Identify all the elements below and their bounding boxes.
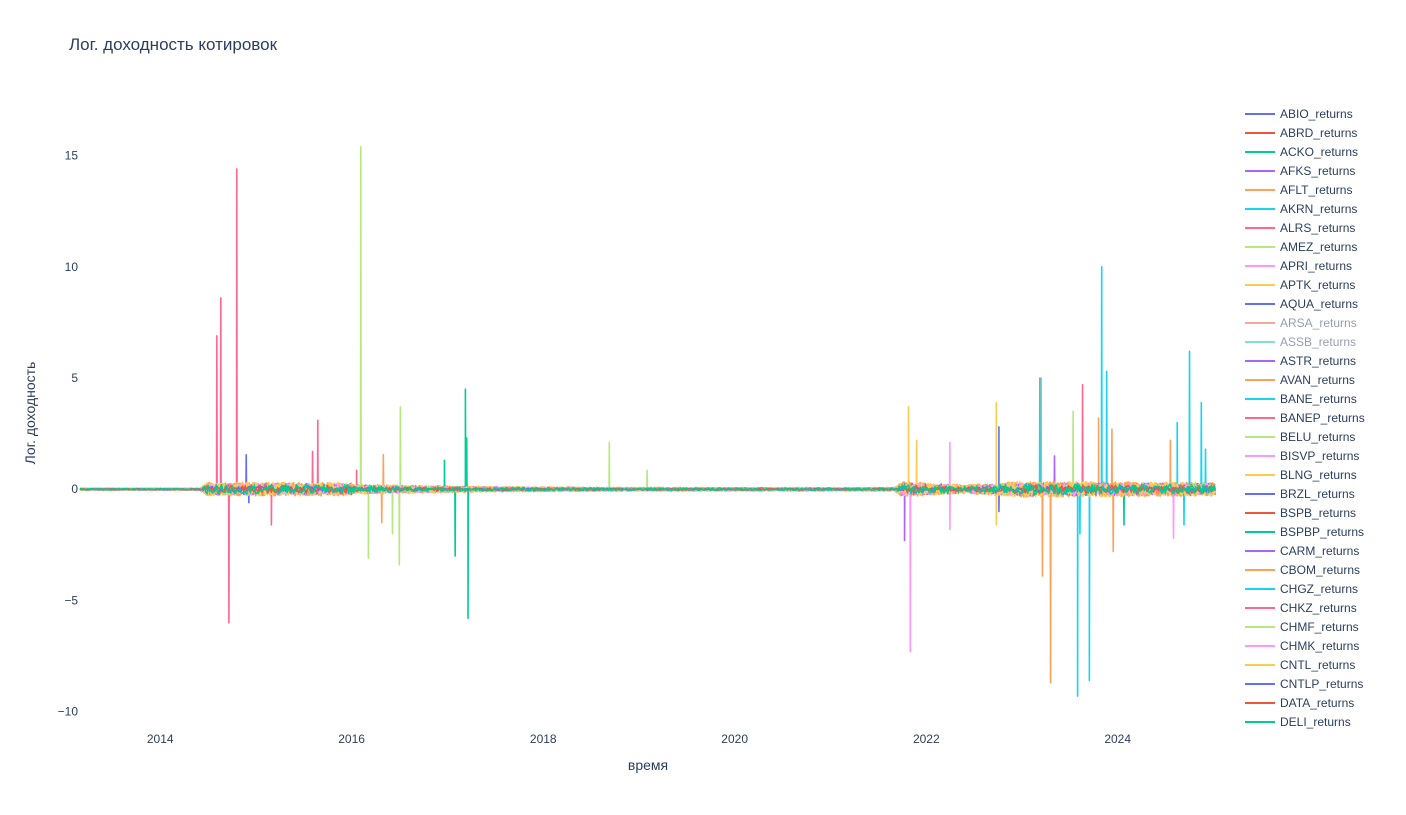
legend-label: BELU_returns [1280, 430, 1355, 444]
y-tick-label: 15 [65, 149, 79, 163]
legend-label: AVAN_returns [1280, 373, 1355, 387]
legend-item-aptk_returns[interactable]: APTK_returns [1245, 278, 1355, 292]
legend-item-arsa_returns[interactable]: ARSA_returns [1245, 316, 1357, 330]
legend-label: APTK_returns [1280, 278, 1355, 292]
series-line-deli_returns[interactable] [79, 483, 1216, 496]
legend-item-cbom_returns[interactable]: CBOM_returns [1245, 563, 1360, 577]
x-tick-label: 2018 [530, 732, 557, 746]
y-axis: 15 10 5 0 −5 −10 [58, 149, 79, 719]
legend-item-akrn_returns[interactable]: AKRN_returns [1245, 202, 1357, 216]
legend-item-chmf_returns[interactable]: CHMF_returns [1245, 620, 1359, 634]
legend-label: AFLT_returns [1280, 183, 1352, 197]
legend-item-avan_returns[interactable]: AVAN_returns [1245, 373, 1355, 387]
legend: ABIO_returns ABRD_returns ACKO_returns AFKS… [1245, 107, 1365, 729]
legend-label: AQUA_returns [1280, 297, 1358, 311]
legend-label: DATA_returns [1280, 696, 1354, 710]
legend-item-bspb_returns[interactable]: BSPB_returns [1245, 506, 1356, 520]
legend-label: BLNG_returns [1280, 468, 1357, 482]
legend-label: ABIO_returns [1280, 107, 1353, 121]
x-tick-label: 2020 [721, 732, 748, 746]
y-tick-label: 10 [65, 260, 79, 274]
y-tick-label: 5 [71, 371, 78, 385]
legend-item-amez_returns[interactable]: AMEZ_returns [1245, 240, 1357, 254]
legend-label: ACKO_returns [1280, 145, 1358, 159]
legend-item-cntlp_returns[interactable]: CNTLP_returns [1245, 677, 1363, 691]
legend-label: CNTLP_returns [1280, 677, 1363, 691]
y-tick-label: 0 [71, 482, 78, 496]
legend-item-alrs_returns[interactable]: ALRS_returns [1245, 221, 1355, 235]
legend-label: CHKZ_returns [1280, 601, 1357, 615]
y-tick-label: −10 [58, 705, 79, 719]
legend-label: AFKS_returns [1280, 164, 1355, 178]
legend-label: CNTL_returns [1280, 658, 1355, 672]
legend-label: BANEP_returns [1280, 411, 1365, 425]
legend-label: CBOM_returns [1280, 563, 1360, 577]
legend-item-brzl_returns[interactable]: BRZL_returns [1245, 487, 1355, 501]
legend-label: ALRS_returns [1280, 221, 1355, 235]
legend-label: CHGZ_returns [1280, 582, 1358, 596]
legend-label: CHMK_returns [1280, 639, 1359, 653]
legend-item-astr_returns[interactable]: ASTR_returns [1245, 354, 1356, 368]
legend-label: AKRN_returns [1280, 202, 1357, 216]
legend-label: ARSA_returns [1280, 316, 1357, 330]
legend-label: ASTR_returns [1280, 354, 1356, 368]
legend-label: BISVP_returns [1280, 449, 1359, 463]
legend-item-aflt_returns[interactable]: AFLT_returns [1245, 183, 1352, 197]
x-tick-label: 2014 [147, 732, 174, 746]
legend-item-bspbp_returns[interactable]: BSPBP_returns [1245, 525, 1364, 539]
legend-item-bane_returns[interactable]: BANE_returns [1245, 392, 1357, 406]
legend-item-abio_returns[interactable]: ABIO_returns [1245, 107, 1353, 121]
legend-label: AMEZ_returns [1280, 240, 1357, 254]
legend-item-deli_returns[interactable]: DELI_returns [1245, 715, 1351, 729]
legend-item-carm_returns[interactable]: CARM_returns [1245, 544, 1359, 558]
legend-label: BSPBP_returns [1280, 525, 1364, 539]
legend-item-blng_returns[interactable]: BLNG_returns [1245, 468, 1357, 482]
x-tick-label: 2016 [338, 732, 365, 746]
plot-area[interactable] [79, 145, 1217, 697]
legend-label: CARM_returns [1280, 544, 1359, 558]
y-tick-label: −5 [64, 593, 78, 607]
legend-label: ABRD_returns [1280, 126, 1357, 140]
legend-item-banep_returns[interactable]: BANEP_returns [1245, 411, 1365, 425]
chart-title: Лог. доходность котировок [69, 35, 278, 54]
legend-item-acko_returns[interactable]: ACKO_returns [1245, 145, 1358, 159]
legend-item-abrd_returns[interactable]: ABRD_returns [1245, 126, 1357, 140]
legend-item-chkz_returns[interactable]: CHKZ_returns [1245, 601, 1357, 615]
x-tick-label: 2022 [913, 732, 940, 746]
x-axis-title: время [628, 757, 668, 773]
legend-item-afks_returns[interactable]: AFKS_returns [1245, 164, 1355, 178]
legend-label: ASSB_returns [1280, 335, 1356, 349]
legend-item-cntl_returns[interactable]: CNTL_returns [1245, 658, 1355, 672]
legend-item-apri_returns[interactable]: APRI_returns [1245, 259, 1352, 273]
legend-item-assb_returns[interactable]: ASSB_returns [1245, 335, 1356, 349]
legend-item-chgz_returns[interactable]: CHGZ_returns [1245, 582, 1358, 596]
legend-label: BRZL_returns [1280, 487, 1355, 501]
legend-item-belu_returns[interactable]: BELU_returns [1245, 430, 1355, 444]
y-axis-title: Лог. доходность [22, 362, 38, 465]
legend-label: APRI_returns [1280, 259, 1352, 273]
legend-label: BANE_returns [1280, 392, 1357, 406]
legend-label: CHMF_returns [1280, 620, 1359, 634]
legend-item-chmk_returns[interactable]: CHMK_returns [1245, 639, 1359, 653]
x-tick-label: 2024 [1104, 732, 1131, 746]
legend-label: BSPB_returns [1280, 506, 1356, 520]
legend-item-bisvp_returns[interactable]: BISVP_returns [1245, 449, 1359, 463]
x-axis: 2014 2016 2018 2020 2022 2024 [147, 732, 1131, 746]
legend-label: DELI_returns [1280, 715, 1351, 729]
legend-item-aqua_returns[interactable]: AQUA_returns [1245, 297, 1358, 311]
legend-item-data_returns[interactable]: DATA_returns [1245, 696, 1354, 710]
